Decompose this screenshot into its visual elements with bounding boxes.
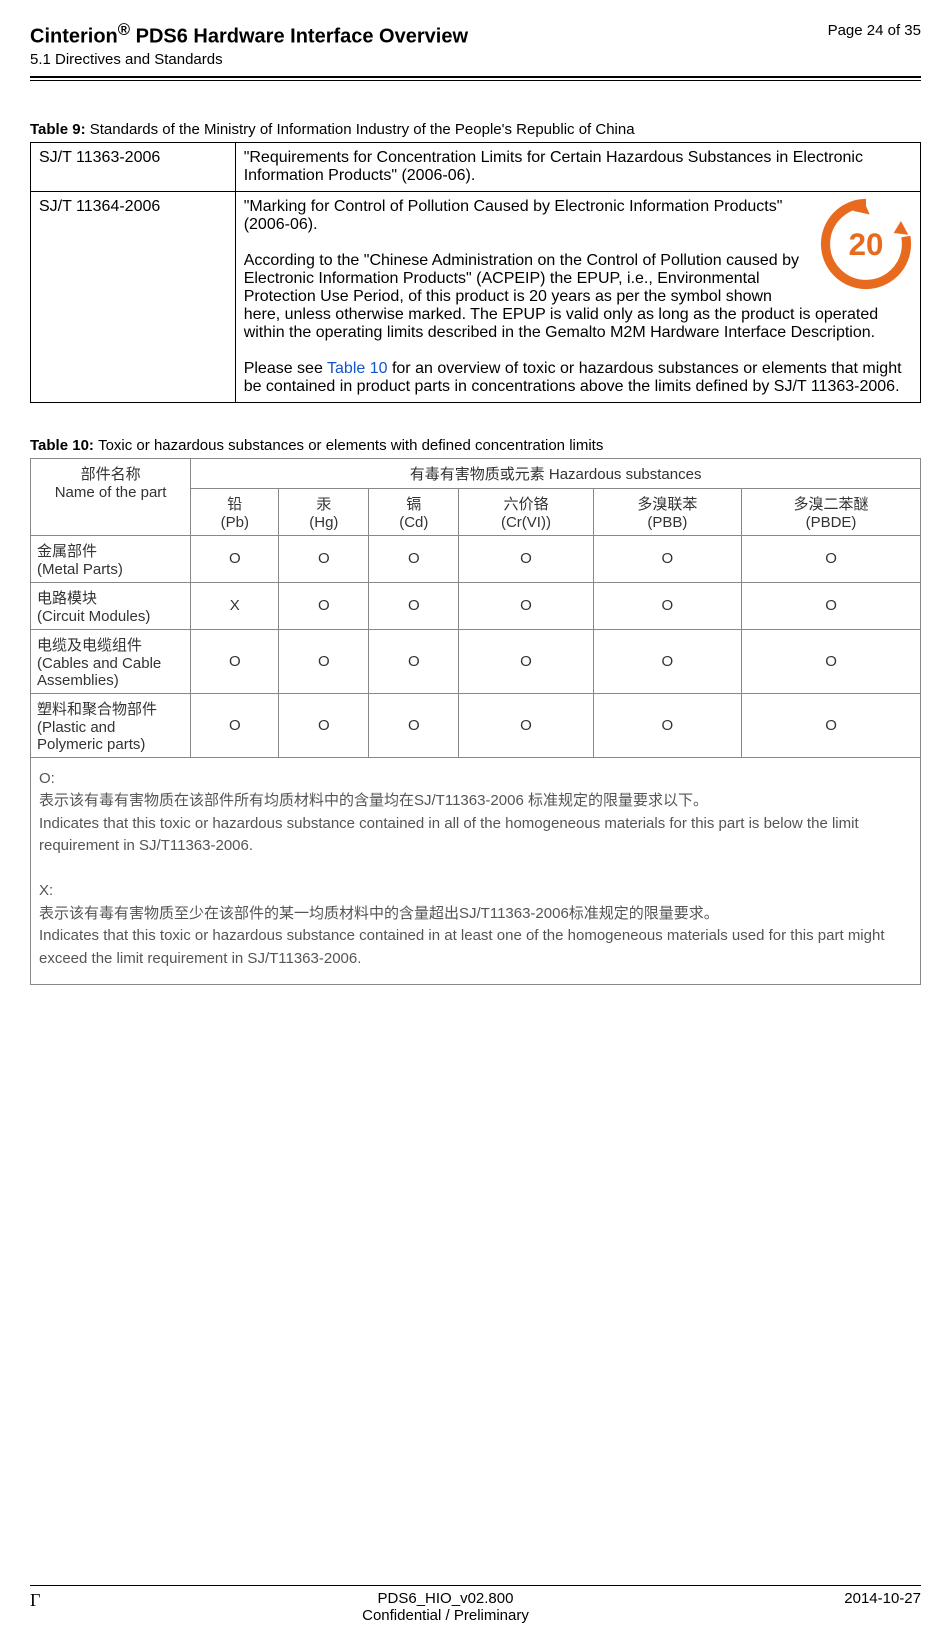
cell-value: X: [191, 582, 279, 629]
page-number: Page 24 of 35: [828, 20, 921, 39]
cell-value: O: [279, 693, 369, 757]
cell-value: O: [459, 535, 593, 582]
legend-x: X: 表示该有毒有害物质至少在该部件的某一均质材料中的含量超出SJ/T11363…: [39, 880, 912, 970]
page-header: Cinterion® PDS6 Hardware Interface Overv…: [30, 20, 921, 74]
cell-value: O: [742, 535, 921, 582]
svg-text:20: 20: [849, 227, 884, 262]
cell-value: O: [191, 629, 279, 693]
table-row: 塑料和聚合物部件(Plastic and Polymeric parts)OOO…: [31, 693, 921, 757]
footer-left: Γ: [30, 1590, 90, 1624]
standard-id: SJ/T 11364-2006: [31, 191, 236, 402]
cell-value: O: [459, 693, 593, 757]
legend-o: O: 表示该有毒有害物质在该部件所有均质材料中的含量均在SJ/T11363-20…: [39, 768, 912, 858]
desc-p1: "Marking for Control of Pollution Caused…: [244, 198, 912, 234]
header-rule-thin: [30, 80, 921, 81]
cell-value: O: [459, 629, 593, 693]
table-row: 金属部件(Metal Parts)OOOOOO: [31, 535, 921, 582]
standard-desc: 20 "Marking for Control of Pollution Cau…: [235, 191, 920, 402]
cell-value: O: [593, 582, 741, 629]
cell-value: O: [279, 582, 369, 629]
legend-cell: O: 表示该有毒有害物质在该部件所有均质材料中的含量均在SJ/T11363-20…: [31, 757, 921, 985]
part-name: 电路模块(Circuit Modules): [31, 582, 191, 629]
part-name: 电缆及电缆组件(Cables and Cable Assemblies): [31, 629, 191, 693]
footer-rule: [30, 1585, 921, 1586]
cell-value: O: [191, 535, 279, 582]
footer-center: PDS6_HIO_v02.800 Confidential / Prelimin…: [90, 1590, 801, 1624]
cell-value: O: [279, 535, 369, 582]
table10: 部件名称 Name of the part 有毒有害物质或元素 Hazardou…: [30, 458, 921, 986]
cell-value: O: [459, 582, 593, 629]
cell-value: O: [593, 629, 741, 693]
cell-value: O: [369, 582, 459, 629]
table-row: SJ/T 11363-2006 "Requirements for Concen…: [31, 142, 921, 191]
table10-link[interactable]: Table 10: [327, 360, 388, 377]
col-header: 铅(Pb): [191, 488, 279, 535]
desc-p3: Please see Table 10 for an overview of t…: [244, 360, 912, 396]
header-rule-thick: [30, 76, 921, 78]
standard-desc: "Requirements for Concentration Limits f…: [235, 142, 920, 191]
header-haz: 有毒有害物质或元素 Hazardous substances: [191, 458, 921, 488]
legend-row: O: 表示该有毒有害物质在该部件所有均质材料中的含量均在SJ/T11363-20…: [31, 757, 921, 985]
desc-p2: According to the "Chinese Administration…: [244, 252, 912, 342]
table-row: SJ/T 11364-2006 20: [31, 191, 921, 402]
cell-value: O: [593, 693, 741, 757]
table-row: 电路模块(Circuit Modules)XOOOOO: [31, 582, 921, 629]
table10-caption: Table 10: Toxic or hazardous substances …: [30, 437, 921, 454]
col-header: 多溴二苯醚(PBDE): [742, 488, 921, 535]
cell-value: O: [742, 582, 921, 629]
cell-value: O: [742, 693, 921, 757]
table-header-row: 部件名称 Name of the part 有毒有害物质或元素 Hazardou…: [31, 458, 921, 488]
cell-value: O: [369, 535, 459, 582]
table-row: 电缆及电缆组件(Cables and Cable Assemblies)OOOO…: [31, 629, 921, 693]
cell-value: O: [369, 629, 459, 693]
header-part: 部件名称 Name of the part: [31, 458, 191, 535]
doc-title: Cinterion® PDS6 Hardware Interface Overv…: [30, 20, 468, 49]
footer-right: 2014-10-27: [801, 1590, 921, 1624]
page-footer: Γ PDS6_HIO_v02.800 Confidential / Prelim…: [30, 1585, 921, 1624]
cell-value: O: [593, 535, 741, 582]
col-header: 汞(Hg): [279, 488, 369, 535]
standard-id: SJ/T 11363-2006: [31, 142, 236, 191]
cell-value: O: [742, 629, 921, 693]
cell-value: O: [369, 693, 459, 757]
cell-value: O: [191, 693, 279, 757]
col-header: 六价铬(Cr(VI)): [459, 488, 593, 535]
col-header: 镉(Cd): [369, 488, 459, 535]
col-header: 多溴联苯(PBB): [593, 488, 741, 535]
cell-value: O: [279, 629, 369, 693]
part-name: 金属部件(Metal Parts): [31, 535, 191, 582]
part-name: 塑料和聚合物部件(Plastic and Polymeric parts): [31, 693, 191, 757]
table9-caption: Table 9: Standards of the Ministry of In…: [30, 121, 921, 138]
doc-subtitle: 5.1 Directives and Standards: [30, 51, 468, 68]
table9: SJ/T 11363-2006 "Requirements for Concen…: [30, 142, 921, 403]
epup-icon: 20: [820, 198, 912, 295]
